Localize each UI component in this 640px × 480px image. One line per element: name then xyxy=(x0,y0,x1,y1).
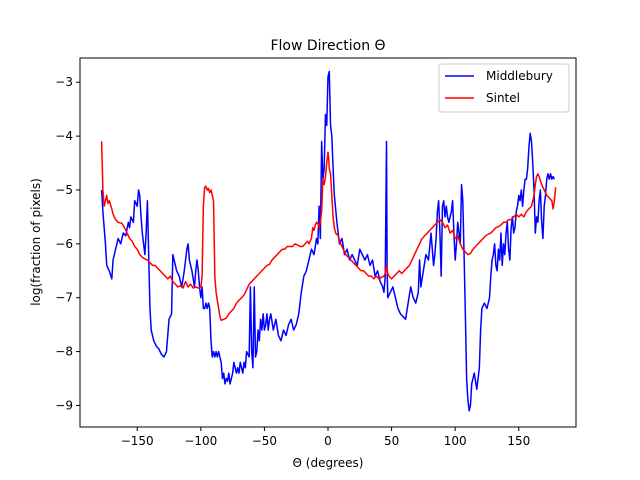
legend-label-middlebury: Middlebury xyxy=(486,69,553,83)
legend: Middlebury Sintel xyxy=(438,63,570,113)
chart-title: Flow Direction Θ xyxy=(270,38,385,54)
y-tick-label: −4 xyxy=(55,129,73,143)
x-tick-label: 100 xyxy=(444,434,467,448)
series-line-sintel xyxy=(100,141,557,322)
y-tick-label: −7 xyxy=(55,291,73,305)
y-tick-label: −3 xyxy=(55,75,73,89)
legend-label-sintel: Sintel xyxy=(486,91,520,105)
x-tick-label: −150 xyxy=(121,434,154,448)
y-tick-label: −8 xyxy=(55,345,73,359)
y-axis-label: log(fraction of pixels) xyxy=(29,178,43,306)
series-line-middlebury xyxy=(100,70,556,412)
x-axis-label: Θ (degrees) xyxy=(293,456,364,470)
x-tick-label: 150 xyxy=(507,434,530,448)
y-tick-label: −6 xyxy=(55,237,73,251)
y-tick-label: −9 xyxy=(55,398,73,412)
x-tick-label: 50 xyxy=(384,434,399,448)
x-tick-label: 0 xyxy=(324,434,332,448)
y-tick-label: −5 xyxy=(55,183,73,197)
x-tick-label: −50 xyxy=(252,434,277,448)
x-tick-label: −100 xyxy=(184,434,217,448)
